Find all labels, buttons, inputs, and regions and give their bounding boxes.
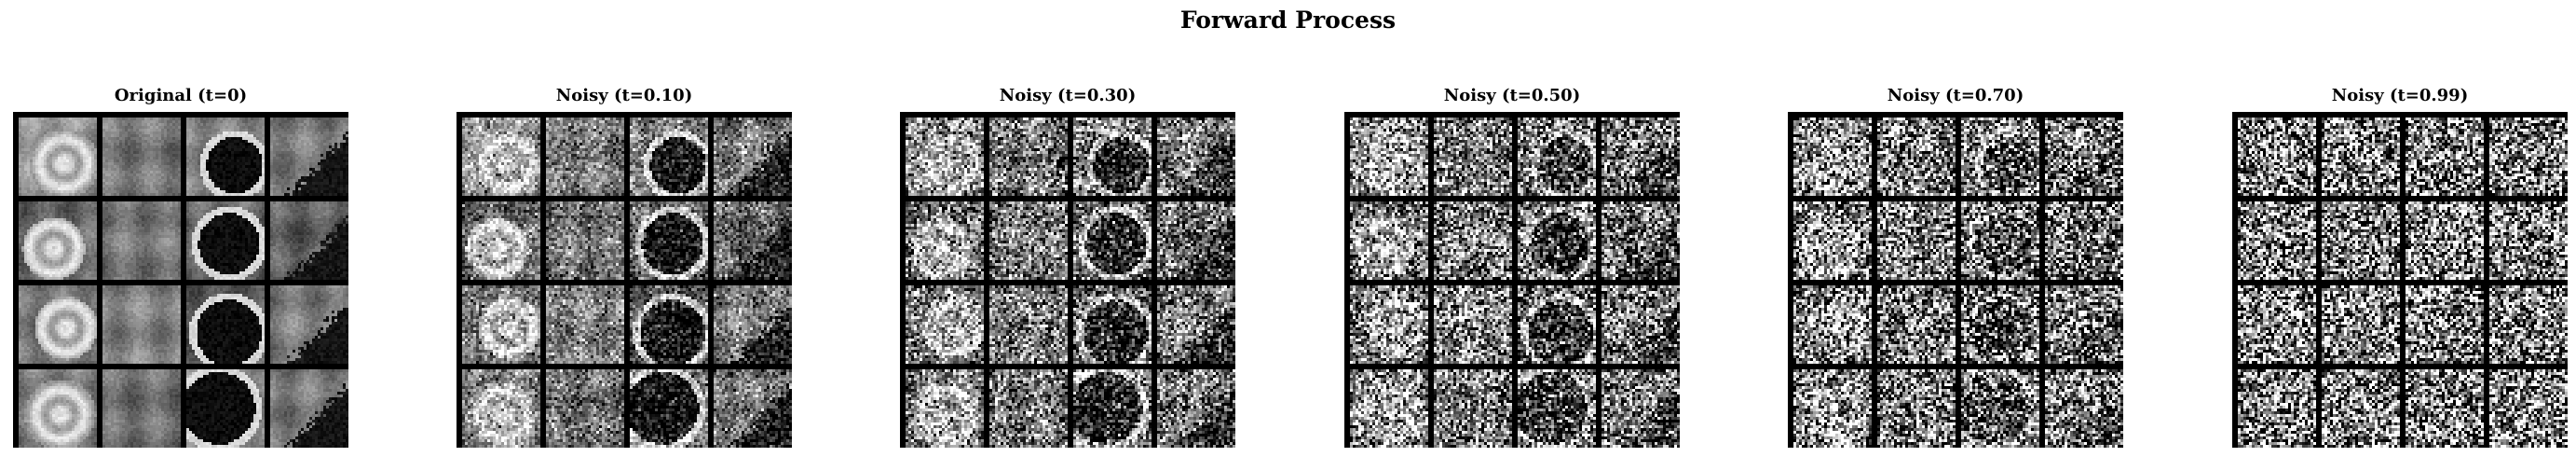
panel-title: Noisy (t=0.10) <box>555 86 693 105</box>
panel-t050: Noisy (t=0.50) <box>1344 86 1680 448</box>
panel-t0: Original (t=0) <box>13 86 348 448</box>
panel-title: Original (t=0) <box>114 86 248 105</box>
panel-t030: Noisy (t=0.30) <box>900 86 1235 448</box>
panel-t099: Noisy (t=0.99) <box>2232 86 2568 448</box>
image-grid <box>13 112 348 448</box>
panel-title: Noisy (t=0.99) <box>2331 86 2469 105</box>
panel-t070: Noisy (t=0.70) <box>1788 86 2123 448</box>
image-grid <box>900 112 1235 448</box>
image-grid <box>457 112 792 448</box>
panel-title: Noisy (t=0.70) <box>1887 86 2024 105</box>
panel-title: Noisy (t=0.30) <box>999 86 1137 105</box>
image-grid <box>1788 112 2123 448</box>
panel-t010: Noisy (t=0.10) <box>457 86 792 448</box>
figure-title: Forward Process <box>1179 7 1397 34</box>
panel-title: Noisy (t=0.50) <box>1443 86 1581 105</box>
image-grid <box>1344 112 1680 448</box>
image-grid <box>2232 112 2568 448</box>
